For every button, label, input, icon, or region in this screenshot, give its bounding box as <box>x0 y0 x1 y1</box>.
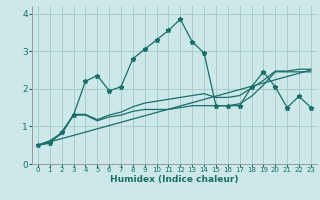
X-axis label: Humidex (Indice chaleur): Humidex (Indice chaleur) <box>110 175 239 184</box>
